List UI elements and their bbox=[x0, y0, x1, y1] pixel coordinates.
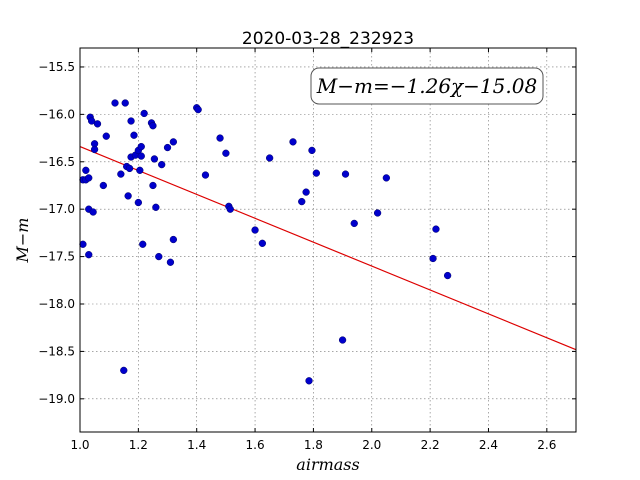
data-point bbox=[89, 208, 97, 216]
data-point bbox=[201, 171, 210, 179]
data-point bbox=[150, 155, 159, 163]
x-tick-label: 1.8 bbox=[304, 438, 323, 452]
data-point bbox=[120, 366, 128, 375]
data-point bbox=[308, 146, 316, 155]
x-tick-label: 2.2 bbox=[421, 438, 440, 452]
data-point bbox=[137, 142, 145, 151]
plot-frame bbox=[79, 47, 577, 433]
y-tick-label: −16.0 bbox=[38, 107, 75, 121]
annotation-text: M−m=−1.26χ−15.08 bbox=[316, 74, 537, 98]
data-point bbox=[194, 105, 202, 114]
data-point bbox=[169, 138, 178, 146]
fit-annotation: M−m=−1.26χ−15.08 bbox=[310, 67, 544, 105]
data-point bbox=[139, 240, 147, 248]
data-point bbox=[305, 377, 313, 385]
data-point bbox=[169, 235, 178, 244]
grid bbox=[79, 48, 576, 432]
x-tick-label: 1.4 bbox=[187, 438, 206, 452]
chart-title: 2020-03-28_232923 bbox=[242, 29, 414, 49]
data-point bbox=[302, 188, 310, 196]
data-point bbox=[149, 181, 157, 190]
data-point bbox=[429, 254, 437, 263]
data-point bbox=[140, 109, 148, 118]
y-tick-label: −15.5 bbox=[38, 60, 75, 74]
y-tick-label: −18.0 bbox=[38, 297, 75, 311]
data-point bbox=[166, 258, 175, 266]
fit-line-group bbox=[79, 146, 577, 351]
x-axis-label: airmass bbox=[296, 455, 359, 474]
data-point bbox=[99, 181, 107, 190]
x-tick-label: 1.6 bbox=[246, 438, 265, 452]
ticks: 1.0 1.2 1.4 1.6 1.8 2.0 2.2 2.4 2.6 −15.5 −16.0 −16… bbox=[38, 48, 576, 452]
x-tick-label: 1.0 bbox=[70, 438, 89, 452]
y-tick-label: −16.5 bbox=[38, 155, 75, 169]
data-point bbox=[137, 152, 145, 160]
x-tick-label: 2.4 bbox=[479, 438, 498, 452]
data-point bbox=[124, 192, 132, 200]
data-point bbox=[432, 225, 440, 233]
data-point bbox=[258, 239, 267, 247]
data-point bbox=[125, 164, 134, 173]
data-point bbox=[265, 154, 274, 162]
data-point bbox=[216, 134, 224, 142]
data-point bbox=[373, 209, 382, 217]
data-point bbox=[127, 117, 135, 125]
data-point bbox=[289, 138, 297, 146]
y-axis-label: M−m bbox=[13, 218, 32, 264]
data-point bbox=[382, 174, 391, 182]
data-point bbox=[152, 203, 160, 211]
data-point bbox=[338, 336, 347, 344]
data-point bbox=[136, 166, 144, 174]
data-point bbox=[341, 170, 350, 178]
data-point bbox=[155, 252, 163, 261]
data-point bbox=[134, 198, 143, 207]
data-point bbox=[226, 205, 234, 213]
annotation-box bbox=[310, 67, 544, 105]
x-tick-label: 1.2 bbox=[129, 438, 148, 452]
data-point bbox=[79, 240, 87, 248]
y-tick-label: −18.5 bbox=[38, 344, 75, 358]
y-tick-label: −17.0 bbox=[38, 202, 75, 216]
data-point bbox=[85, 174, 93, 182]
data-point bbox=[163, 143, 172, 152]
data-point bbox=[85, 251, 93, 259]
data-point bbox=[102, 132, 110, 140]
data-point bbox=[298, 197, 306, 206]
data-point bbox=[130, 131, 138, 139]
data-point bbox=[350, 219, 358, 228]
data-point bbox=[82, 166, 90, 174]
data-point bbox=[149, 122, 157, 130]
data-point bbox=[88, 117, 96, 125]
data-point bbox=[93, 120, 102, 128]
y-tick-label: −17.5 bbox=[38, 250, 75, 264]
data-point bbox=[111, 99, 119, 107]
data-point bbox=[443, 271, 452, 280]
data-point bbox=[251, 226, 259, 234]
x-tick-label: 2.0 bbox=[362, 438, 381, 452]
x-tick-label: 2.6 bbox=[537, 438, 556, 452]
data-point bbox=[158, 160, 166, 169]
data-point bbox=[117, 170, 125, 178]
y-tick-label: −19.0 bbox=[38, 392, 75, 406]
data-points bbox=[79, 99, 452, 385]
data-point bbox=[312, 169, 320, 177]
data-point bbox=[121, 99, 129, 107]
data-point bbox=[90, 145, 99, 154]
data-point bbox=[222, 149, 230, 157]
fit-line bbox=[79, 146, 577, 351]
